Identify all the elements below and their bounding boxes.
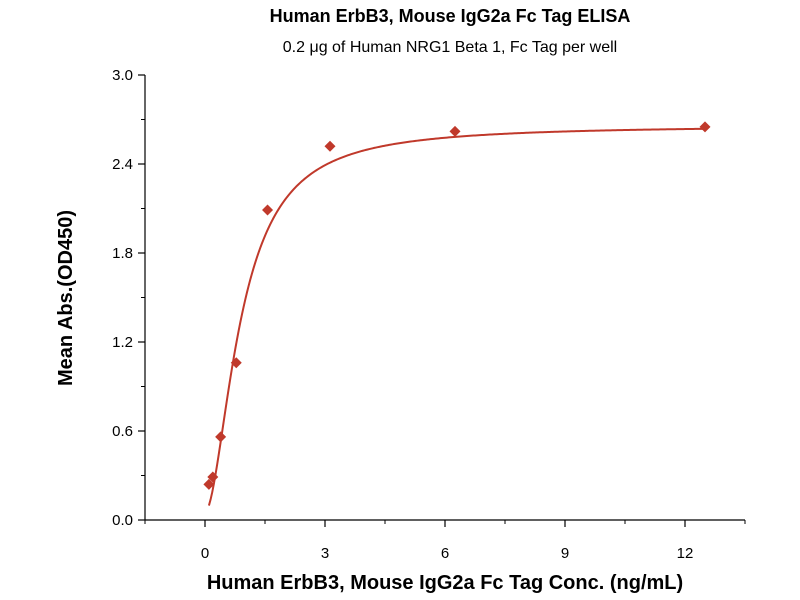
data-point xyxy=(449,125,461,137)
x-tick-label: 6 xyxy=(441,545,449,562)
y-axis-label: Mean Abs.(OD450) xyxy=(55,210,77,386)
y-tick-label: 2.4 xyxy=(112,156,133,173)
data-point xyxy=(215,431,227,443)
y-tick-label: 0.6 xyxy=(112,423,133,440)
x-tick-label: 3 xyxy=(321,545,329,562)
fit-curve xyxy=(207,127,706,506)
data-points xyxy=(203,121,711,490)
y-tick-label: 1.8 xyxy=(112,245,133,262)
x-axis-label: Human ErbB3, Mouse IgG2a Fc Tag Conc. (n… xyxy=(207,572,683,594)
x-tick-label: 0 xyxy=(201,545,209,562)
ticks: 0.0 0.6 1.2 1.8 2.4 3.0 0 3 6 9 12 xyxy=(112,67,746,562)
chart-title: Human ErbB3, Mouse IgG2a Fc Tag ELISA xyxy=(270,6,631,26)
data-point xyxy=(699,121,711,133)
y-tick-label: 1.2 xyxy=(112,334,133,351)
y-tick-label: 3.0 xyxy=(112,67,133,84)
data-point xyxy=(324,140,336,152)
axes xyxy=(144,75,745,521)
data-point xyxy=(230,357,242,369)
chart-subtitle: 0.2 μg of Human NRG1 Beta 1, Fc Tag per … xyxy=(283,39,617,56)
y-tick-label: 0.0 xyxy=(112,512,133,529)
data-point xyxy=(203,478,215,490)
data-point xyxy=(262,204,274,216)
x-tick-label: 9 xyxy=(561,545,569,562)
data-point xyxy=(207,471,219,483)
x-tick-label: 12 xyxy=(677,545,694,562)
